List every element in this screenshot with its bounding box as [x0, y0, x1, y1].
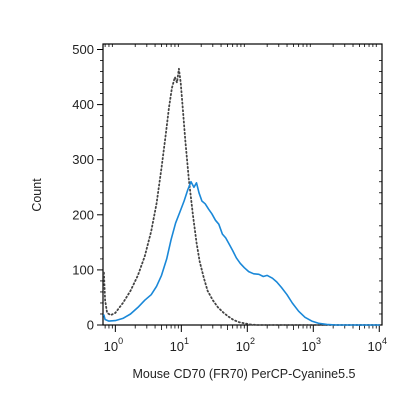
x-tick-label: 102	[236, 336, 255, 354]
y-tick-label: 100	[72, 262, 94, 277]
x-axis-label: Mouse CD70 (FR70) PerCP-Cyanine5.5	[132, 367, 355, 381]
axes: 0 100 200 300 400 500 100 101 102 103 104	[72, 42, 387, 354]
plot-frame	[102, 43, 383, 326]
x-tick-label: 101	[170, 336, 189, 354]
x-tick-label: 100	[104, 336, 123, 354]
y-tick-label: 400	[72, 97, 94, 112]
stained-histogram-line	[103, 180, 381, 326]
y-axis-label: Count	[30, 178, 44, 212]
y-tick-label: 200	[72, 207, 94, 222]
y-tick-label: 500	[72, 42, 94, 57]
series-group	[103, 67, 381, 326]
control-histogram-line	[103, 67, 381, 326]
y-tick-label: 300	[72, 152, 94, 167]
x-tick-label: 104	[368, 336, 387, 354]
x-tick-label: 103	[302, 336, 321, 354]
y-tick-label: 0	[87, 318, 94, 333]
